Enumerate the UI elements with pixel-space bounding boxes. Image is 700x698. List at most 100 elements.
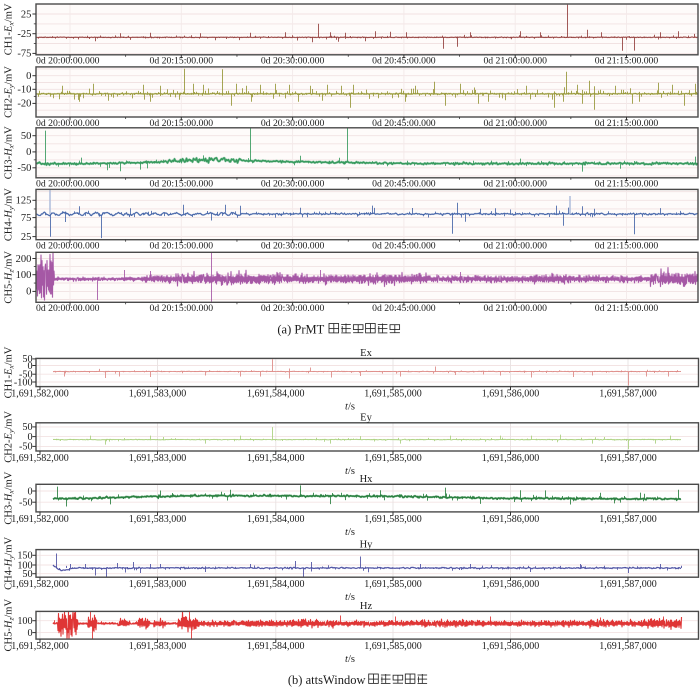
svg-text:100: 100 <box>17 560 32 571</box>
svg-text:t/s: t/s <box>345 592 355 603</box>
svg-text:1,691,583,000: 1,691,583,000 <box>129 514 187 525</box>
svg-text:0d 21:15:00.000: 0d 21:15:00.000 <box>595 56 659 67</box>
svg-text:0d 21:00:00.000: 0d 21:00:00.000 <box>483 303 547 314</box>
svg-text:1,691,584,000: 1,691,584,000 <box>247 579 305 590</box>
svg-text:0: 0 <box>28 628 33 639</box>
svg-text:125: 125 <box>16 196 32 207</box>
svg-text:0d 20:15:00.000: 0d 20:15:00.000 <box>150 241 214 252</box>
svg-text:25: 25 <box>21 9 32 20</box>
svg-text:t/s: t/s <box>345 654 355 665</box>
svg-text:CH3-Hx/mV: CH3-Hx/mV <box>4 471 16 524</box>
svg-text:25: 25 <box>21 232 32 243</box>
svg-text:0d 20:30:00.000: 0d 20:30:00.000 <box>261 118 325 129</box>
svg-text:0: 0 <box>26 147 31 158</box>
svg-text:0: 0 <box>28 361 33 372</box>
svg-text:-10: -10 <box>17 85 31 96</box>
svg-text:1,691,586,000: 1,691,586,000 <box>482 579 540 590</box>
svg-text:1,691,587,000: 1,691,587,000 <box>599 514 657 525</box>
svg-text:1,691,586,000: 1,691,586,000 <box>482 641 540 652</box>
svg-text:50: 50 <box>21 131 32 142</box>
svg-text:1,691,584,000: 1,691,584,000 <box>247 641 305 652</box>
svg-text:0: 0 <box>26 287 31 298</box>
svg-text:CH1-Ex/mV: CH1-Ex/mV <box>4 3 16 55</box>
svg-text:150: 150 <box>17 551 32 562</box>
svg-text:0d 20:45:00.000: 0d 20:45:00.000 <box>372 179 436 190</box>
svg-text:-50: -50 <box>19 442 33 453</box>
svg-text:t/s: t/s <box>345 527 355 538</box>
svg-text:1,691,585,000: 1,691,585,000 <box>364 514 422 525</box>
svg-text:CH4-Hy/mV: CH4-Hy/mV <box>4 537 16 590</box>
svg-text:1,691,585,000: 1,691,585,000 <box>364 579 422 590</box>
svg-text:0d 20:00:00.000: 0d 20:00:00.000 <box>36 118 100 129</box>
svg-text:0d 21:00:00.000: 0d 21:00:00.000 <box>483 241 547 252</box>
svg-text:100: 100 <box>16 270 32 281</box>
svg-text:1,691,584,000: 1,691,584,000 <box>247 514 305 525</box>
svg-text:-100: -100 <box>14 377 33 388</box>
svg-text:-20: -20 <box>17 99 31 110</box>
svg-text:(b) attsWindow: (b) attsWindow <box>288 673 366 687</box>
svg-text:0: 0 <box>28 486 33 497</box>
svg-text:-75: -75 <box>17 49 31 60</box>
svg-text:0d 20:00:00.000: 0d 20:00:00.000 <box>36 179 100 190</box>
svg-text:200: 200 <box>16 254 32 265</box>
svg-text:1,691,583,000: 1,691,583,000 <box>129 579 187 590</box>
svg-text:1,691,587,000: 1,691,587,000 <box>599 579 657 590</box>
svg-text:CH5-Hz/mV: CH5-Hz/mV <box>4 251 16 304</box>
svg-text:100: 100 <box>17 616 32 627</box>
svg-text:0d 20:00:00.000: 0d 20:00:00.000 <box>36 303 100 314</box>
svg-text:1,691,582,000: 1,691,582,000 <box>11 389 69 400</box>
svg-text:1,691,587,000: 1,691,587,000 <box>599 389 657 400</box>
svg-text:-25: -25 <box>17 29 31 40</box>
svg-text:CH4-Hy/mV: CH4-Hy/mV <box>4 188 16 241</box>
svg-text:0d 21:00:00.000: 0d 21:00:00.000 <box>483 118 547 129</box>
svg-text:1,691,585,000: 1,691,585,000 <box>364 389 422 400</box>
svg-text:0d 20:15:00.000: 0d 20:15:00.000 <box>150 303 214 314</box>
svg-text:50: 50 <box>22 422 32 433</box>
svg-text:t/s: t/s <box>345 402 355 413</box>
svg-text:Hy: Hy <box>360 539 374 550</box>
svg-text:CH2-Ey/mV: CH2-Ey/mV <box>4 411 16 463</box>
svg-text:CH2-Ey/mV: CH2-Ey/mV <box>4 66 16 118</box>
svg-text:1,691,583,000: 1,691,583,000 <box>129 453 187 464</box>
svg-text:0d 20:15:00.000: 0d 20:15:00.000 <box>150 179 214 190</box>
svg-text:1,691,585,000: 1,691,585,000 <box>364 641 422 652</box>
svg-text:0d 20:30:00.000: 0d 20:30:00.000 <box>261 56 325 67</box>
svg-text:0d 20:30:00.000: 0d 20:30:00.000 <box>261 241 325 252</box>
svg-text:1,691,582,000: 1,691,582,000 <box>11 514 69 525</box>
svg-text:-50: -50 <box>19 370 33 381</box>
svg-text:1,691,582,000: 1,691,582,000 <box>11 641 69 652</box>
svg-text:0: 0 <box>26 71 31 82</box>
svg-text:0d 20:15:00.000: 0d 20:15:00.000 <box>150 118 214 129</box>
svg-text:-50: -50 <box>19 498 33 509</box>
svg-text:1,691,586,000: 1,691,586,000 <box>482 453 540 464</box>
svg-text:0d 21:00:00.000: 0d 21:00:00.000 <box>483 179 547 190</box>
svg-text:1,691,586,000: 1,691,586,000 <box>482 514 540 525</box>
svg-text:0d 20:30:00.000: 0d 20:30:00.000 <box>261 179 325 190</box>
svg-text:CH3-Hx/mV: CH3-Hx/mV <box>4 126 16 179</box>
svg-text:0d 20:15:00.000: 0d 20:15:00.000 <box>150 56 214 67</box>
svg-text:0d 21:15:00.000: 0d 21:15:00.000 <box>595 179 659 190</box>
svg-text:0d 20:45:00.000: 0d 20:45:00.000 <box>372 241 436 252</box>
svg-text:0d 21:15:00.000: 0d 21:15:00.000 <box>595 303 659 314</box>
svg-text:Ey: Ey <box>360 413 372 424</box>
svg-text:Hz: Hz <box>360 601 373 612</box>
svg-text:CH1-Ex/mV: CH1-Ex/mV <box>4 346 16 398</box>
svg-text:1,691,584,000: 1,691,584,000 <box>247 389 305 400</box>
svg-text:-50: -50 <box>17 163 31 174</box>
svg-text:1,691,586,000: 1,691,586,000 <box>482 389 540 400</box>
svg-text:1,691,587,000: 1,691,587,000 <box>599 641 657 652</box>
svg-text:(a) PrMT: (a) PrMT <box>277 323 324 337</box>
svg-text:50: 50 <box>22 354 32 365</box>
svg-text:1,691,583,000: 1,691,583,000 <box>129 641 187 652</box>
svg-text:1,691,584,000: 1,691,584,000 <box>247 453 305 464</box>
svg-text:1,691,582,000: 1,691,582,000 <box>11 579 69 590</box>
svg-text:0d 20:30:00.000: 0d 20:30:00.000 <box>261 303 325 314</box>
svg-text:0: 0 <box>28 432 33 443</box>
svg-text:1,691,582,000: 1,691,582,000 <box>11 453 69 464</box>
svg-text:0d 21:15:00.000: 0d 21:15:00.000 <box>595 118 659 129</box>
svg-text:1,691,585,000: 1,691,585,000 <box>364 453 422 464</box>
svg-text:75: 75 <box>21 213 32 224</box>
svg-text:1,691,583,000: 1,691,583,000 <box>129 389 187 400</box>
svg-text:CH5-Hz/mV: CH5-Hz/mV <box>4 599 16 652</box>
svg-text:0d 21:15:00.000: 0d 21:15:00.000 <box>595 241 659 252</box>
